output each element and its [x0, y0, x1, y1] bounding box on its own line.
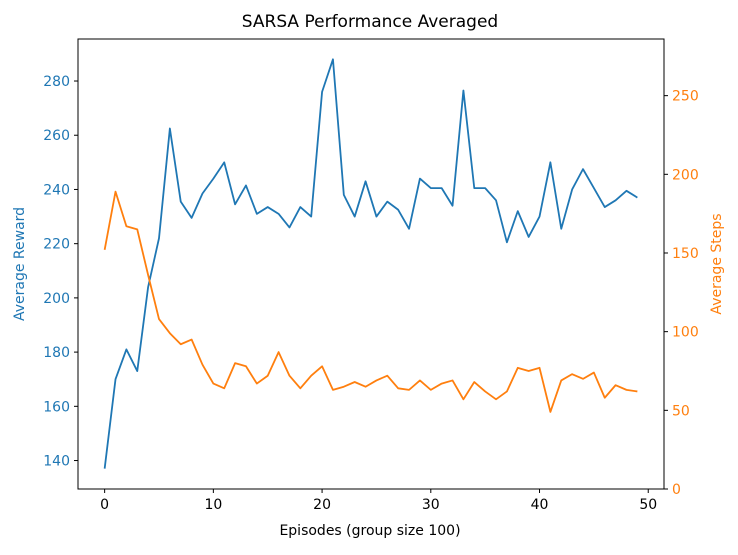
x-tick-label: 40 — [531, 497, 549, 513]
y-left-tick-label: 160 — [43, 399, 70, 415]
y-axis-label-right: Average Steps — [709, 213, 725, 314]
y-right-tick-label: 150 — [672, 246, 699, 262]
y-right-tick-label: 250 — [672, 89, 699, 105]
y-right-tick-label: 50 — [672, 403, 690, 419]
plot-layer: 0 10 20 30 40 50 140 160 180 200 220 240 260 280 0 50 10… — [43, 58, 699, 513]
x-tick-label: 30 — [422, 497, 440, 513]
y-left-tick-label: 200 — [43, 291, 70, 307]
y-left-tick-label: 240 — [43, 182, 70, 198]
y-left-tick-label: 220 — [43, 237, 70, 253]
y-left-tick-label: 180 — [43, 345, 70, 361]
chart-title: SARSA Performance Averaged — [242, 12, 498, 32]
y-right-tick-label: 0 — [672, 482, 681, 498]
series-line-average-steps — [103, 190, 638, 413]
x-tick-label: 50 — [639, 497, 657, 513]
y-right-tick-label: 200 — [672, 167, 699, 183]
plot-frame — [77, 38, 665, 490]
x-tick-label: 10 — [204, 497, 222, 513]
x-tick-label: 0 — [100, 497, 109, 513]
y-right-tick-label: 100 — [672, 325, 699, 341]
y-left-tick-label: 140 — [43, 454, 70, 470]
x-axis-label: Episodes (group size 100) — [279, 523, 460, 539]
y-axis-label-left: Average Reward — [12, 207, 28, 321]
y-left-tick-label: 260 — [43, 128, 70, 144]
y-left-tick-label: 280 — [43, 74, 70, 90]
x-tick-label: 20 — [313, 497, 331, 513]
series-line-average-reward — [103, 58, 638, 469]
